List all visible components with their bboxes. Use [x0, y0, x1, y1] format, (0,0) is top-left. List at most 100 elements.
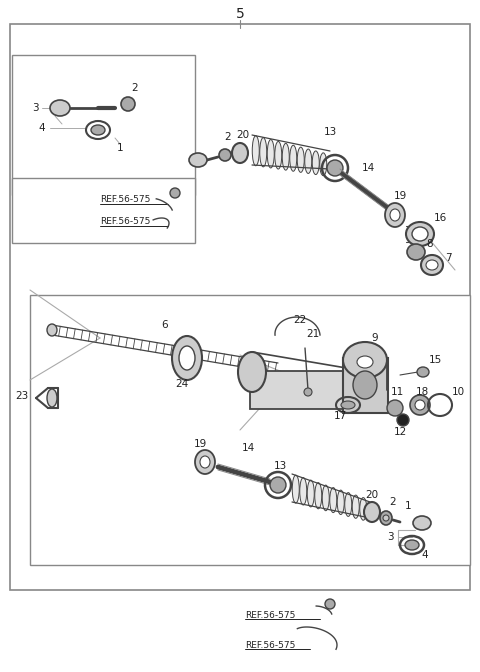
Ellipse shape [406, 222, 434, 246]
Text: 8: 8 [427, 239, 433, 249]
Ellipse shape [322, 485, 329, 511]
Ellipse shape [360, 497, 367, 520]
Text: 1: 1 [405, 501, 411, 511]
Text: 24: 24 [175, 379, 189, 389]
Ellipse shape [405, 540, 419, 550]
Ellipse shape [397, 414, 409, 426]
Text: 20: 20 [237, 130, 250, 140]
Ellipse shape [357, 356, 373, 368]
Ellipse shape [260, 138, 267, 167]
Ellipse shape [327, 160, 343, 176]
Ellipse shape [270, 477, 286, 493]
Bar [12, 177, 194, 243]
Ellipse shape [412, 227, 428, 241]
Ellipse shape [50, 100, 70, 116]
Ellipse shape [195, 450, 215, 474]
Ellipse shape [407, 244, 425, 260]
Text: 3: 3 [387, 532, 393, 542]
Ellipse shape [343, 342, 387, 378]
Text: 14: 14 [241, 443, 254, 453]
Text: 19: 19 [394, 191, 407, 201]
Bar [10, 24, 470, 590]
Bar [343, 358, 387, 413]
Text: 17: 17 [334, 411, 347, 421]
Ellipse shape [390, 209, 400, 221]
Text: 18: 18 [415, 387, 429, 397]
Text: 23: 23 [15, 391, 29, 401]
Ellipse shape [410, 395, 430, 415]
Ellipse shape [426, 260, 438, 270]
Ellipse shape [300, 478, 307, 505]
Text: 2: 2 [225, 132, 231, 142]
Ellipse shape [189, 153, 207, 167]
Ellipse shape [385, 203, 405, 227]
Ellipse shape [267, 140, 274, 168]
Ellipse shape [387, 400, 403, 416]
Ellipse shape [282, 143, 289, 170]
Ellipse shape [307, 480, 314, 507]
Text: 10: 10 [451, 387, 465, 397]
Text: 16: 16 [433, 213, 446, 223]
Ellipse shape [238, 352, 266, 392]
Text: 3: 3 [32, 103, 38, 113]
Ellipse shape [170, 188, 180, 198]
Ellipse shape [383, 515, 389, 521]
Ellipse shape [305, 149, 312, 173]
Text: 6: 6 [162, 320, 168, 330]
Bar [12, 55, 194, 195]
Ellipse shape [421, 255, 443, 275]
Ellipse shape [312, 151, 319, 175]
Ellipse shape [380, 511, 392, 525]
Ellipse shape [297, 147, 304, 172]
Ellipse shape [290, 145, 297, 171]
Ellipse shape [341, 401, 355, 409]
Ellipse shape [337, 490, 344, 515]
Text: REF.56-575: REF.56-575 [100, 218, 150, 226]
Text: 4: 4 [422, 550, 428, 560]
Ellipse shape [275, 141, 282, 169]
Ellipse shape [325, 599, 335, 609]
Text: 12: 12 [394, 427, 407, 437]
Text: 20: 20 [365, 490, 379, 500]
Text: 2: 2 [390, 497, 396, 507]
Text: 1: 1 [117, 143, 123, 153]
Text: REF.56-575: REF.56-575 [245, 610, 295, 620]
Ellipse shape [91, 125, 105, 135]
Ellipse shape [219, 149, 231, 161]
Ellipse shape [179, 346, 195, 370]
Ellipse shape [121, 97, 135, 111]
Ellipse shape [172, 336, 202, 380]
Text: 21: 21 [306, 329, 320, 339]
Ellipse shape [315, 482, 322, 509]
Ellipse shape [364, 502, 380, 522]
Text: 4: 4 [39, 123, 45, 133]
Ellipse shape [345, 493, 352, 516]
Ellipse shape [352, 495, 359, 518]
Ellipse shape [330, 488, 337, 513]
Ellipse shape [292, 475, 299, 503]
Text: REF.56-575: REF.56-575 [245, 640, 295, 650]
Text: 13: 13 [324, 127, 336, 137]
Text: 15: 15 [428, 355, 442, 365]
Text: 14: 14 [361, 163, 374, 173]
Ellipse shape [415, 400, 425, 410]
Text: REF.56-575: REF.56-575 [100, 196, 150, 204]
Text: 7: 7 [444, 253, 451, 263]
Text: 2: 2 [132, 83, 138, 93]
Text: 5: 5 [236, 7, 244, 21]
Ellipse shape [47, 389, 57, 407]
Bar [250, 371, 380, 409]
Ellipse shape [320, 153, 327, 175]
Text: 11: 11 [390, 387, 404, 397]
Ellipse shape [252, 136, 259, 166]
Text: 9: 9 [372, 333, 378, 343]
Ellipse shape [200, 456, 210, 468]
Text: 13: 13 [274, 461, 287, 471]
Ellipse shape [413, 516, 431, 530]
Ellipse shape [417, 367, 429, 377]
Ellipse shape [47, 324, 57, 336]
Text: 19: 19 [193, 439, 206, 449]
Ellipse shape [304, 388, 312, 396]
Ellipse shape [353, 371, 377, 399]
Ellipse shape [232, 143, 248, 163]
